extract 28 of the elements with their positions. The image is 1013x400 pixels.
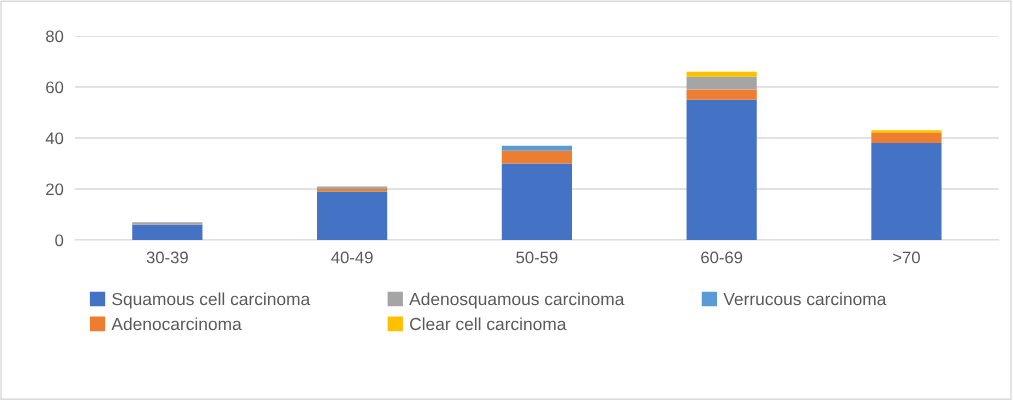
- bar: [871, 130, 942, 133]
- bar: [871, 143, 942, 240]
- bar: [132, 222, 203, 225]
- bar: [501, 163, 572, 240]
- bar: [686, 89, 757, 100]
- y-tick-label: 60: [46, 81, 64, 94]
- bar: [501, 145, 572, 151]
- bar: [686, 99, 757, 240]
- y-tick-label: 80: [46, 30, 64, 43]
- legend-label: Verrucous carcinoma: [723, 292, 887, 306]
- y-tick-label: 20: [46, 183, 64, 196]
- bar: [132, 224, 203, 240]
- legend-label: Clear cell carcinoma: [410, 317, 567, 331]
- x-tick-label: 30-39: [146, 251, 188, 264]
- legend-label: Adenocarcinoma: [111, 317, 242, 331]
- bar: [686, 71, 757, 77]
- y-tick-label: 40: [45, 132, 64, 145]
- x-tick-label: 50-59: [516, 251, 558, 264]
- x-tick-label: >70: [893, 251, 920, 264]
- x-tick-label: 60-69: [701, 251, 743, 264]
- bar: [501, 150, 572, 164]
- x-tick-label: 40-49: [331, 251, 373, 264]
- bar: [317, 191, 388, 240]
- bar: [871, 132, 942, 144]
- y-tick-label: 0: [55, 234, 64, 247]
- legend-label: Squamous cell carcinoma: [112, 292, 311, 309]
- bar: [686, 76, 757, 90]
- legend-label: Adenosquamous carcinoma: [409, 292, 625, 309]
